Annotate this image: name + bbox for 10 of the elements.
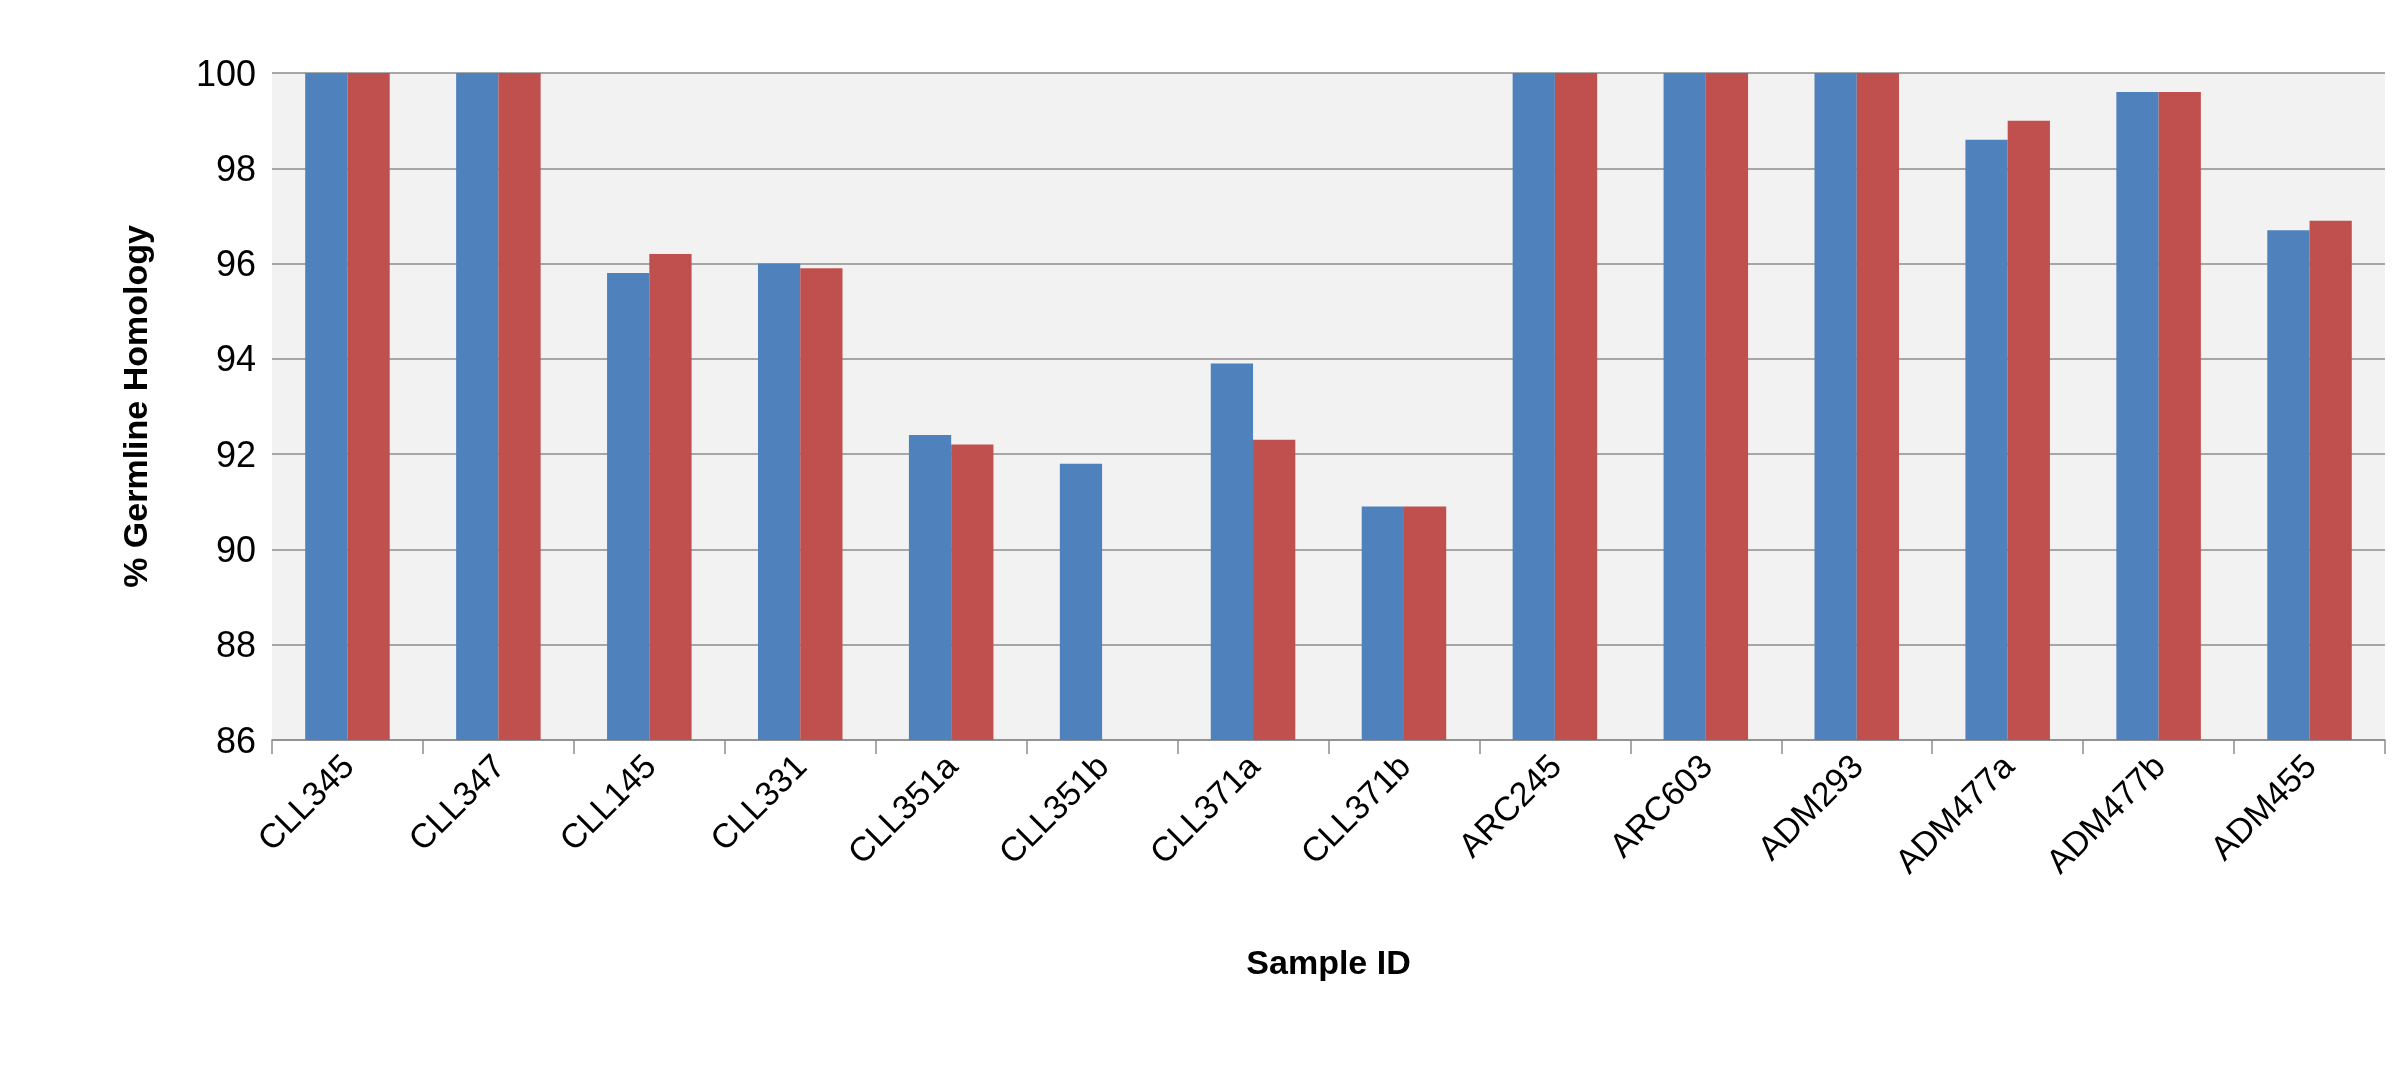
y-tick-label: 94 bbox=[215, 338, 256, 380]
y-tick-label: 100 bbox=[195, 52, 256, 94]
y-tick-label: 96 bbox=[215, 243, 256, 285]
y-tick-label: 98 bbox=[215, 147, 256, 189]
y-axis-title: % Germline Homology bbox=[116, 225, 154, 588]
x-axis-title: Sample ID bbox=[1246, 943, 1411, 981]
y-tick-label: 88 bbox=[215, 624, 256, 666]
y-tick-label: 86 bbox=[215, 719, 256, 761]
y-tick-label: 90 bbox=[215, 528, 256, 570]
y-tick-label: 92 bbox=[215, 433, 256, 475]
